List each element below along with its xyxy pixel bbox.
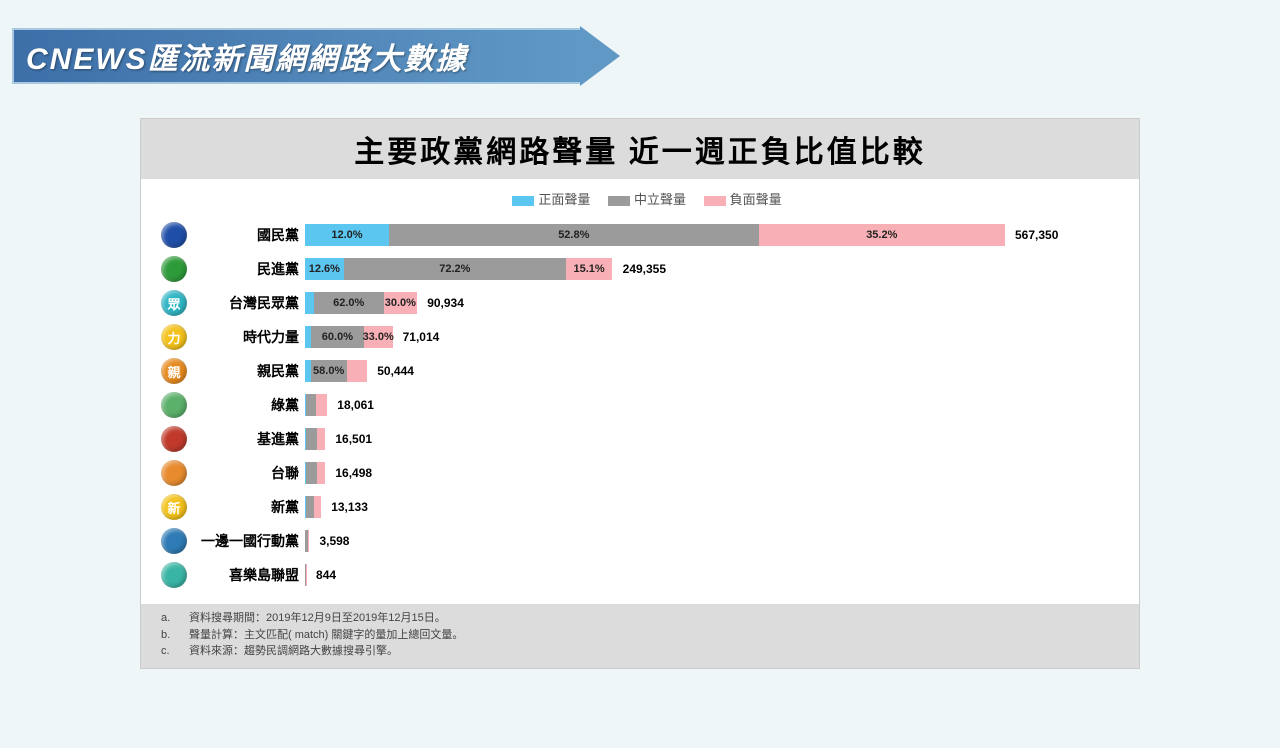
legend-swatch-negative	[704, 196, 726, 206]
bar-seg-neutral: 58.0%	[311, 360, 347, 382]
banner-text: CNEWS匯流新聞網網路大數據	[26, 34, 468, 78]
bar-seg-neutral: 52.8%	[389, 224, 759, 246]
footnote-text: 資料來源：趨勢民調網路大數據搜尋引擎。	[189, 643, 398, 660]
legend-swatch-positive	[512, 196, 534, 206]
bar-total-label: 567,350	[1005, 224, 1058, 246]
party-icon	[161, 222, 187, 248]
footnote: a.資料搜尋期間：2019年12月9日至2019年12月15日。	[161, 610, 1119, 627]
bar-seg-negative	[347, 360, 368, 382]
bar-total-label: 71,014	[393, 326, 440, 348]
bar-seg-negative: 30.0%	[384, 292, 418, 314]
bar-area: 12.0%52.8%35.2%567,350	[305, 224, 1119, 246]
party-label: 一邊一國行動黨	[187, 531, 305, 551]
bar-total-label: 13,133	[321, 496, 368, 518]
legend-label-positive: 正面聲量	[538, 192, 590, 207]
bar-area: 16,501	[305, 428, 1119, 450]
party-icon: 親	[161, 358, 187, 384]
bar-row: 台聯 16,498	[161, 456, 1119, 490]
footnote-text: 聲量計算：主文匹配( match) 關鍵字的量加上總回文量。	[189, 627, 463, 644]
bar-row: 基進黨 16,501	[161, 422, 1119, 456]
bar-seg-neutral: 60.0%	[311, 326, 364, 348]
bar-seg-negative: 15.1%	[566, 258, 612, 280]
bar-total-label: 3,598	[309, 530, 349, 552]
legend-label-neutral: 中立聲量	[634, 192, 686, 207]
bar-row: 新新黨 13,133	[161, 490, 1119, 524]
bar-seg-neutral	[306, 428, 317, 450]
bar-row: 喜樂島聯盟844	[161, 558, 1119, 592]
bars-container: 國民黨12.0%52.8%35.2%567,350民進黨12.6%72.2%15…	[141, 214, 1139, 604]
bar-seg-negative	[316, 394, 327, 416]
header-banner: CNEWS匯流新聞網網路大數據	[12, 28, 1280, 86]
party-label: 綠黨	[187, 395, 305, 415]
bar-total-label: 18,061	[327, 394, 374, 416]
bar-seg-negative	[317, 462, 325, 484]
bar-total-label: 16,498	[325, 462, 372, 484]
chart-footnotes: a.資料搜尋期間：2019年12月9日至2019年12月15日。b.聲量計算：主…	[141, 604, 1139, 668]
party-label: 國民黨	[187, 225, 305, 245]
footnote-key: a.	[161, 610, 189, 627]
bar-seg-negative	[317, 428, 325, 450]
legend-swatch-neutral	[608, 196, 630, 206]
party-icon	[161, 426, 187, 452]
footnote: b.聲量計算：主文匹配( match) 關鍵字的量加上總回文量。	[161, 627, 1119, 644]
bar-seg-neutral	[306, 394, 316, 416]
bar-row: 力時代力量60.0%33.0%71,014	[161, 320, 1119, 354]
chart-legend: 正面聲量 中立聲量 負面聲量	[141, 179, 1139, 214]
party-icon	[161, 256, 187, 282]
bar-total-label: 844	[306, 564, 336, 586]
bar-seg-negative	[314, 496, 321, 518]
bar-row: 國民黨12.0%52.8%35.2%567,350	[161, 218, 1119, 252]
party-icon: 眾	[161, 290, 187, 316]
footnote-text: 資料搜尋期間：2019年12月9日至2019年12月15日。	[189, 610, 446, 627]
bar-area: 16,498	[305, 462, 1119, 484]
bar-row: 親親民黨 58.0% 50,444	[161, 354, 1119, 388]
party-icon: 新	[161, 494, 187, 520]
bar-seg-positive: 12.6%	[305, 258, 344, 280]
bar-seg-negative: 33.0%	[364, 326, 393, 348]
bar-area: 58.0% 50,444	[305, 360, 1119, 382]
party-icon	[161, 528, 187, 554]
party-icon	[161, 562, 187, 588]
bar-total-label: 16,501	[325, 428, 372, 450]
bar-seg-positive	[305, 292, 314, 314]
party-label: 民進黨	[187, 259, 305, 279]
bar-row: 綠黨 18,061	[161, 388, 1119, 422]
chart-card: 主要政黨網路聲量 近一週正負比值比較 正面聲量 中立聲量 負面聲量 國民黨12.…	[140, 118, 1140, 669]
bar-area: 3,598	[305, 530, 1119, 552]
party-icon: 力	[161, 324, 187, 350]
bar-seg-neutral: 62.0%	[314, 292, 384, 314]
bar-area: 13,133	[305, 496, 1119, 518]
bar-row: 眾台灣民眾黨62.0%30.0%90,934	[161, 286, 1119, 320]
party-label: 喜樂島聯盟	[187, 565, 305, 585]
party-label: 台灣民眾黨	[187, 293, 305, 313]
bar-total-label: 249,355	[613, 258, 666, 280]
banner-arrow-icon	[580, 26, 620, 86]
party-label: 時代力量	[187, 327, 305, 347]
bar-area: 18,061	[305, 394, 1119, 416]
bar-total-label: 50,444	[367, 360, 414, 382]
bar-seg-negative: 35.2%	[759, 224, 1005, 246]
legend-label-negative: 負面聲量	[730, 192, 782, 207]
footnote: c.資料來源：趨勢民調網路大數據搜尋引擎。	[161, 643, 1119, 660]
bar-area: 60.0%33.0%71,014	[305, 326, 1119, 348]
footnote-key: c.	[161, 643, 189, 660]
party-icon	[161, 460, 187, 486]
bar-seg-neutral: 72.2%	[344, 258, 566, 280]
bar-area: 12.6%72.2%15.1%249,355	[305, 258, 1119, 280]
bar-row: 民進黨12.6%72.2%15.1%249,355	[161, 252, 1119, 286]
bar-total-label: 90,934	[417, 292, 464, 314]
party-label: 台聯	[187, 463, 305, 483]
party-label: 親民黨	[187, 361, 305, 381]
footnote-key: b.	[161, 627, 189, 644]
bar-row: 一邊一國行動黨3,598	[161, 524, 1119, 558]
bar-area: 844	[305, 564, 1119, 586]
bar-seg-neutral	[306, 496, 314, 518]
bar-area: 62.0%30.0%90,934	[305, 292, 1119, 314]
bar-seg-positive: 12.0%	[305, 224, 389, 246]
party-label: 新黨	[187, 497, 305, 517]
party-icon	[161, 392, 187, 418]
chart-title: 主要政黨網路聲量 近一週正負比值比較	[141, 119, 1139, 179]
party-label: 基進黨	[187, 429, 305, 449]
bar-seg-neutral	[306, 462, 317, 484]
